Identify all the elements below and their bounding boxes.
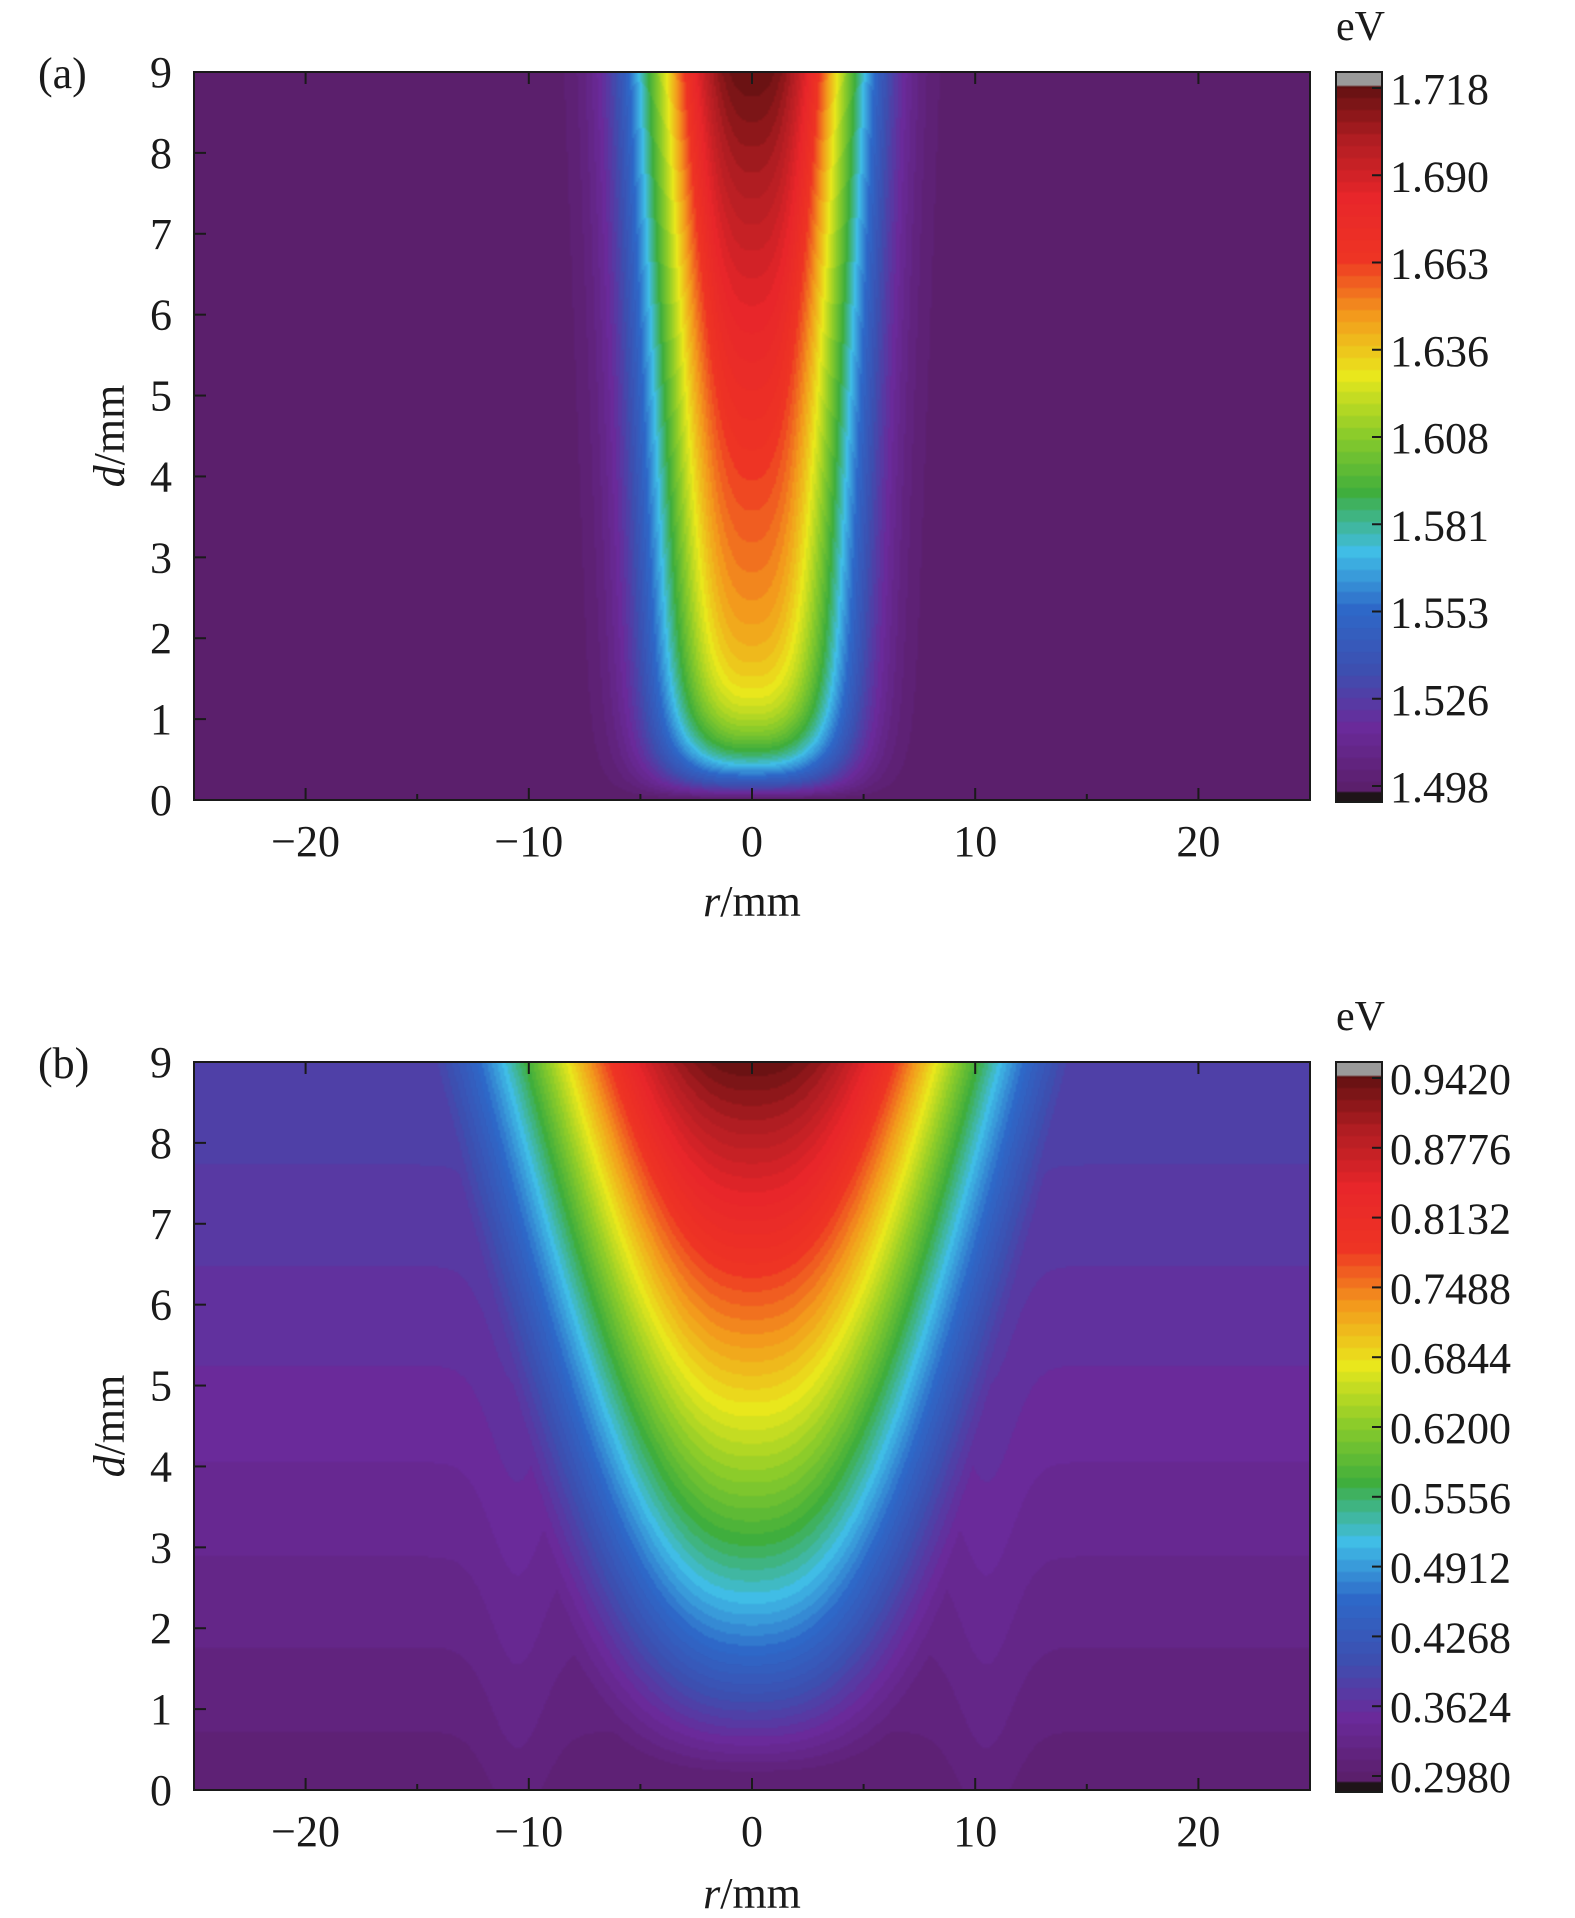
y-tick-label: 8: [150, 1119, 172, 1168]
x-tick-label: −20: [271, 1807, 340, 1856]
panel-b-y-axis-title: d/mm: [85, 1375, 134, 1478]
y-tick-label: 5: [150, 1362, 172, 1411]
y-tick-label: 2: [150, 1604, 172, 1653]
panel-b-colorbar: eV 0.94200.87760.81320.74880.68440.62000…: [1335, 994, 1511, 1802]
colorbar-tick-label: 1.663: [1390, 240, 1489, 289]
panel-b-heatmap-image: [194, 1062, 1310, 1790]
y-tick-label: 1: [150, 1685, 172, 1734]
colorbar-tick-label: 1.690: [1390, 152, 1489, 201]
y-tick-label: 1: [150, 695, 172, 744]
colorbar-tick-label: 0.8132: [1390, 1195, 1511, 1244]
colorbar-tick-label: 1.718: [1390, 65, 1489, 114]
colorbar-tick-label: 0.3624: [1390, 1683, 1511, 1732]
panel-a-heatmap-image: [194, 72, 1310, 800]
x-tick-label: −20: [271, 817, 340, 866]
y-tick-label: 3: [150, 1523, 172, 1572]
colorbar-tick-label: 0.5556: [1390, 1474, 1511, 1523]
colorbar-tick-label: 0.8776: [1390, 1125, 1511, 1174]
panel-a-colorbar-ticks: 1.718 1.690 1.663 1.636 1.608 1.581 1.553 1.526…: [1372, 65, 1489, 812]
x-tick-label: −10: [494, 1807, 563, 1856]
y-tick-label: 4: [150, 452, 172, 501]
panel-a-x-axis: −20 −10 0 10 20: [193, 72, 1311, 866]
colorbar-tick-label: 1.581: [1390, 501, 1489, 550]
colorbar-tick-label: 0.9420: [1390, 1055, 1511, 1104]
panel-b-x-axis-title: r/mm: [703, 1869, 801, 1918]
colorbar-tick-label: 0.7488: [1390, 1264, 1511, 1313]
colorbar-tick-label: 1.636: [1390, 327, 1489, 376]
y-tick-label: 6: [150, 291, 172, 340]
panel-a-y-axis: 0 1 2 3 4 5 6 7 8 9: [150, 48, 206, 825]
x-tick-label: 20: [1176, 1807, 1220, 1856]
colorbar-tick-label: 0.6200: [1390, 1404, 1511, 1453]
panel-a-label: (a): [38, 49, 87, 98]
x-tick-label: 20: [1176, 817, 1220, 866]
colorbar-tick-label: 1.498: [1390, 763, 1489, 812]
panel-b-label: (b): [38, 1039, 89, 1088]
y-tick-label: 7: [150, 210, 172, 259]
y-tick-label: 9: [150, 48, 172, 97]
x-tick-label: 10: [953, 1807, 997, 1856]
colorbar-tick-label: 1.608: [1390, 414, 1489, 463]
y-tick-label: 2: [150, 614, 172, 663]
y-tick-label: 0: [150, 1766, 172, 1815]
x-tick-label: 0: [741, 817, 763, 866]
colorbar-tick-label: 0.4912: [1390, 1544, 1511, 1593]
y-tick-label: 7: [150, 1200, 172, 1249]
colorbar-tick-label: 1.553: [1390, 589, 1489, 638]
y-tick-label: 4: [150, 1442, 172, 1491]
x-tick-label: 10: [953, 817, 997, 866]
colorbar-tick-label: 0.2980: [1390, 1753, 1511, 1802]
panel-a-x-axis-title: r/mm: [703, 877, 801, 926]
colorbar-tick-label: 0.4268: [1390, 1613, 1511, 1662]
x-tick-label: 0: [741, 1807, 763, 1856]
panel-b-x-axis: −20 −10 0 10 20: [193, 1062, 1311, 1856]
y-tick-label: 0: [150, 776, 172, 825]
panel-a-colorbar-unit: eV: [1336, 4, 1385, 50]
y-tick-label: 3: [150, 533, 172, 582]
y-tick-label: 5: [150, 372, 172, 421]
panel-b-y-axis: 0 1 2 3 4 5 6 7 8 9: [150, 1038, 206, 1815]
y-tick-label: 9: [150, 1038, 172, 1087]
panel-b-colorbar-unit: eV: [1336, 994, 1385, 1040]
panel-a-heatmap: [194, 72, 1310, 800]
colorbar-tick-label: 1.526: [1390, 676, 1489, 725]
panel-a-y-axis-title: d/mm: [85, 385, 134, 488]
y-tick-label: 6: [150, 1281, 172, 1330]
panel-a-colorbar: eV 1.7181.6901.6631.6361.6081.5811.5531.…: [1335, 4, 1489, 812]
colorbar-tick-label: 0.6844: [1390, 1334, 1511, 1383]
x-tick-label: −10: [494, 817, 563, 866]
panel-b-colorbar-ticks: 0.9420 0.8776 0.8132 0.7488 0.6844 0.6200 0.55…: [1372, 1055, 1511, 1802]
panel-b-heatmap: [194, 1062, 1310, 1790]
y-tick-label: 8: [150, 129, 172, 178]
